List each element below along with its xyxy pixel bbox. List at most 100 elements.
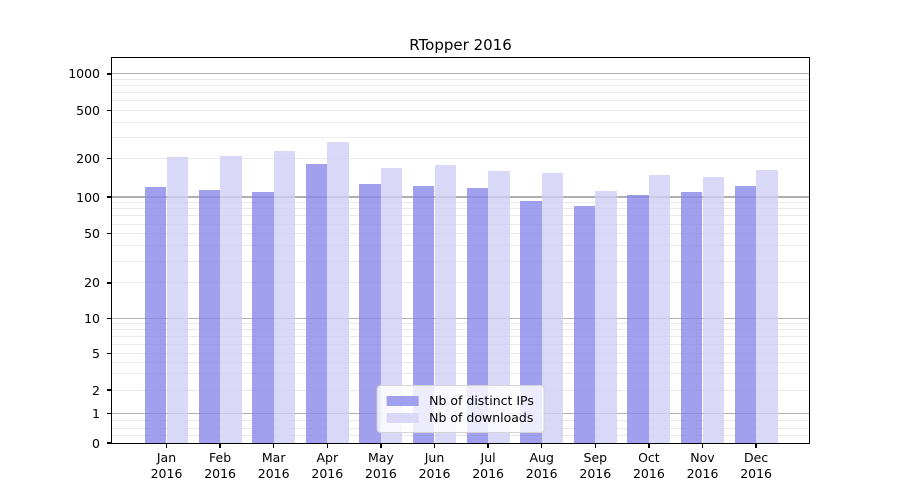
gridline-minor [112, 158, 809, 160]
x-tick-mark [701, 443, 704, 448]
y-tick-label: 0 [92, 435, 100, 451]
y-tick-mark [106, 73, 111, 75]
gridline-minor [112, 136, 809, 138]
x-tick-label: Dec 2016 [724, 450, 788, 481]
gridline-major [112, 196, 809, 198]
bar-ips-feb [198, 190, 221, 443]
legend: Nb of distinct IPs Nb of downloads [376, 385, 545, 433]
legend-item-downloads: Nb of downloads [386, 410, 534, 425]
bar-ips-nov [680, 191, 703, 443]
y-tick-mark [106, 109, 111, 112]
bar-ips-apr [305, 164, 328, 443]
y-tick-label: 20 [84, 275, 100, 291]
x-tick-label: Mar 2016 [242, 450, 306, 481]
gridline-minor [112, 223, 809, 225]
x-tick-label-month: Apr [316, 450, 339, 465]
bar-ips-jan [144, 186, 167, 443]
gridline-minor [112, 78, 809, 80]
x-tick-label-year: 2016 [686, 465, 719, 481]
y-tick-mark [106, 158, 111, 160]
x-tick-mark [326, 443, 328, 448]
x-tick-label-year: 2016 [472, 465, 504, 481]
bar-downloads-feb [220, 156, 242, 443]
gridline-minor [112, 100, 809, 102]
bar-ips-jul [466, 187, 489, 443]
x-tick-label-month: Jul [480, 450, 496, 465]
x-tick-label-month: Nov [690, 450, 715, 465]
bar-ips-oct [627, 194, 649, 443]
y-tick-mark [106, 389, 111, 391]
legend-item-distinct-ips: Nb of distinct IPs [386, 393, 534, 408]
gridline-minor [112, 110, 809, 111]
x-tick-mark [648, 443, 650, 448]
plot-area: Nb of distinct IPs Nb of downloads [111, 57, 810, 444]
y-tick-label: 50 [84, 226, 100, 242]
y-tick-label: 100 [76, 189, 100, 205]
bar-ips-dec [734, 186, 757, 443]
x-tick-label: Jul 2016 [456, 450, 520, 481]
x-tick-mark [487, 443, 489, 448]
y-tick-label: 1 [92, 405, 100, 421]
gridline-minor [112, 260, 809, 262]
y-tick-label: 200 [76, 151, 100, 167]
gridline-minor [112, 92, 809, 94]
bar-ips-may [359, 183, 381, 443]
legend-label-distinct-ips: Nb of distinct IPs [429, 393, 534, 408]
bar-downloads-may [380, 168, 403, 443]
x-tick-label-month: Oct [638, 450, 660, 465]
x-tick-mark [594, 443, 596, 448]
bar-downloads-jul [488, 170, 510, 443]
x-tick-label-month: Jan [156, 450, 177, 465]
x-tick-label-month: Mar [261, 450, 286, 465]
bar-ips-mar [252, 191, 274, 443]
legend-swatch-downloads [386, 412, 419, 423]
gridline-minor [112, 352, 809, 354]
gridline-minor [112, 361, 809, 363]
y-tick-label: 500 [76, 103, 100, 118]
x-tick-label: Feb 2016 [188, 450, 252, 481]
bar-downloads-apr [327, 142, 349, 443]
x-tick-label-month: May [367, 450, 394, 465]
x-tick-label-year: 2016 [740, 465, 772, 481]
bar-ips-aug [520, 200, 542, 443]
x-tick-label-year: 2016 [579, 465, 612, 481]
x-tick-label: Sep 2016 [563, 450, 627, 481]
y-tick-mark [106, 352, 111, 355]
gridline-minor [112, 215, 809, 217]
x-tick-label-year: 2016 [150, 465, 183, 481]
x-tick-label-year: 2016 [364, 465, 397, 481]
x-tick-label-month: Dec [743, 450, 769, 465]
y-tick-mark [106, 232, 111, 235]
bar-downloads-aug [541, 173, 564, 443]
gridline-minor [112, 121, 809, 123]
x-tick-label-year: 2016 [204, 465, 236, 481]
x-tick-label-year: 2016 [525, 465, 558, 481]
bar-downloads-jan [166, 156, 189, 443]
gridline-minor [112, 85, 809, 87]
gridline-minor [112, 343, 809, 345]
chart-title: RTopper 2016 [409, 36, 512, 54]
bar-ips-jun [412, 186, 435, 443]
x-tick-label: Apr 2016 [295, 450, 359, 481]
gridline-minor [112, 282, 809, 284]
x-tick-label-month: Feb [209, 450, 232, 465]
bar-downloads-nov [702, 177, 725, 443]
gridline-minor [112, 329, 809, 331]
x-tick-label-month: Aug [529, 450, 554, 465]
x-tick-label-year: 2016 [418, 465, 451, 481]
bar-downloads-mar [273, 150, 296, 443]
x-tick-mark [380, 443, 382, 448]
bar-downloads-sep [595, 191, 617, 443]
x-tick-mark [433, 443, 436, 448]
y-tick-label: 10 [84, 310, 100, 326]
y-tick-mark [106, 442, 111, 444]
gridline-minor [112, 335, 809, 337]
gridline-minor [112, 373, 809, 375]
gridline-major [112, 317, 809, 320]
legend-swatch-distinct-ips [386, 395, 419, 406]
gridline-major [112, 73, 809, 75]
x-tick-label-month: Sep [583, 450, 608, 465]
bar-ips-sep [573, 206, 596, 443]
gridline-minor [112, 208, 809, 210]
